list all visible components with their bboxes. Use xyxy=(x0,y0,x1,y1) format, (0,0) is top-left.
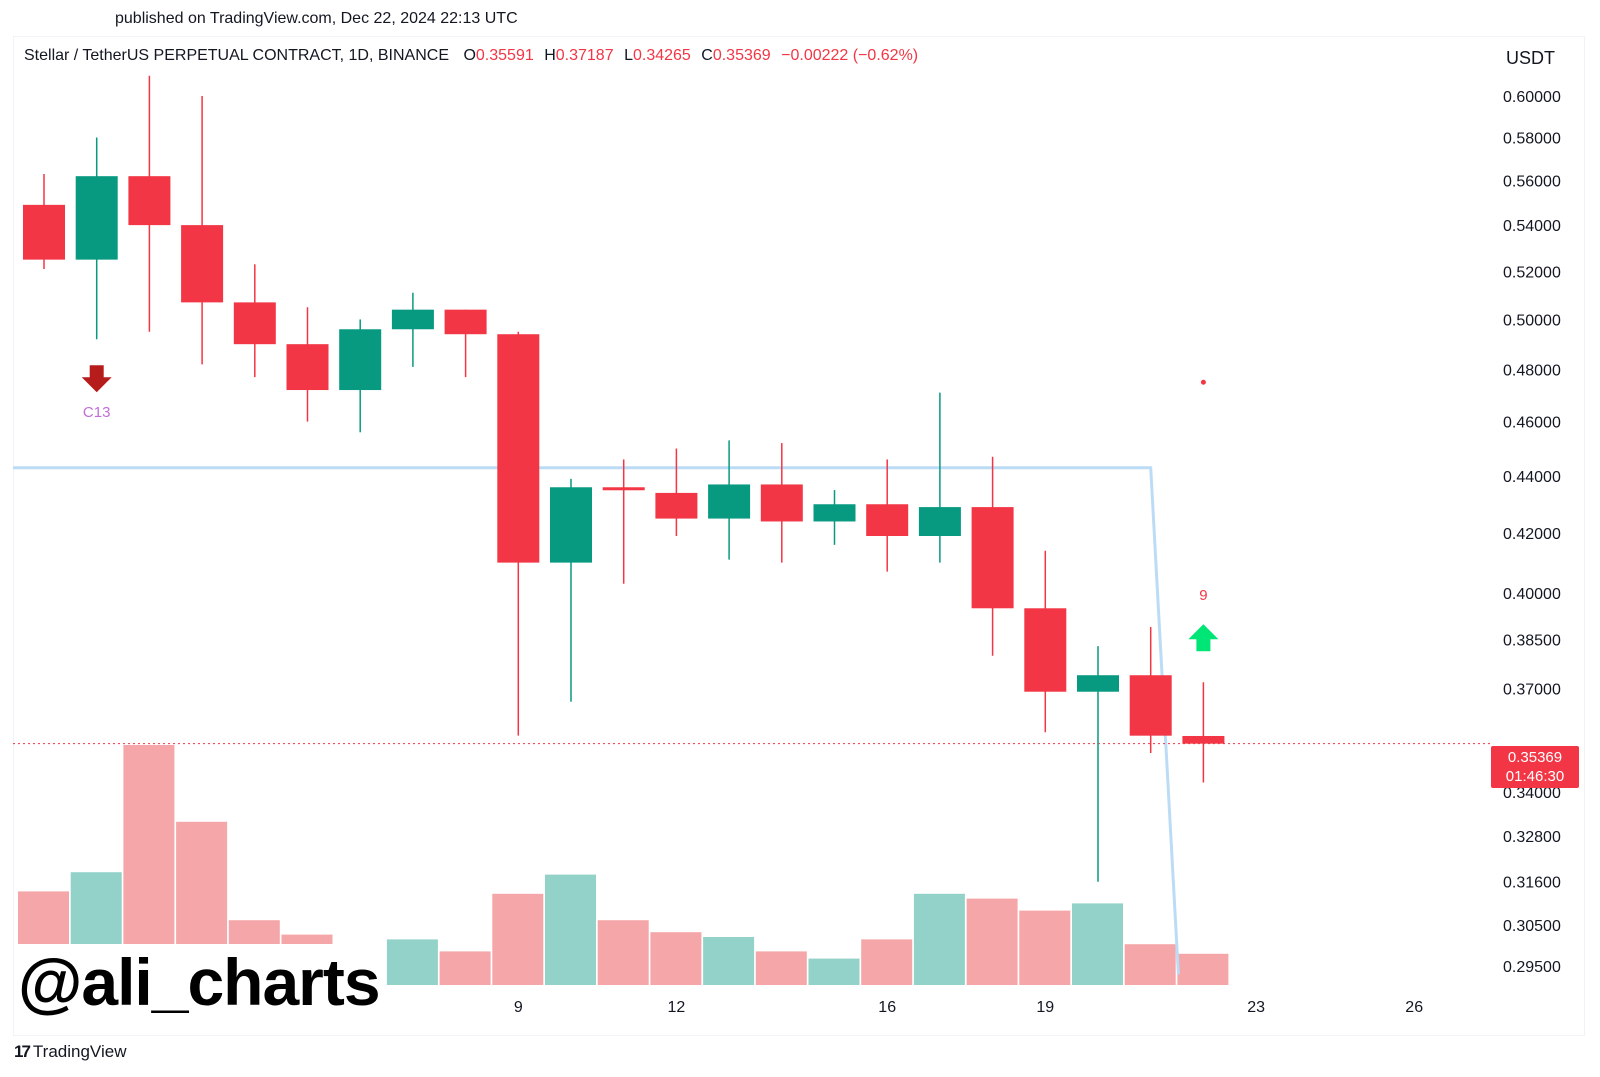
currency-label: USDT xyxy=(1506,48,1555,68)
high-value: 0.37187 xyxy=(555,47,614,64)
y-tick-label: 0.52000 xyxy=(1503,264,1561,281)
candle-body xyxy=(339,329,382,391)
candle-body xyxy=(23,204,65,260)
volume-bar xyxy=(755,951,807,985)
volume-bar xyxy=(597,920,649,985)
high-label: H xyxy=(544,47,556,64)
volume-bar xyxy=(703,937,755,985)
candle-body xyxy=(655,492,698,519)
candle-body xyxy=(497,334,540,563)
candle-body xyxy=(75,176,118,260)
candle-body xyxy=(550,487,592,563)
volume-bar xyxy=(913,893,965,985)
open-value: 0.35591 xyxy=(475,47,534,64)
y-tick-label: 0.46000 xyxy=(1503,415,1561,432)
candle-body xyxy=(128,176,171,226)
volume-bar xyxy=(808,958,860,985)
open-label: O xyxy=(463,47,476,64)
x-tick-label: 23 xyxy=(1247,999,1265,1016)
y-tick-label: 0.44000 xyxy=(1503,469,1561,486)
chart-frame xyxy=(13,36,1585,1036)
candle-body xyxy=(708,484,751,519)
y-tick-label: 0.60000 xyxy=(1503,89,1561,106)
last-price-tag: 0.35369 01:46:30 xyxy=(1491,746,1579,788)
trendline xyxy=(13,466,1180,975)
y-tick-label: 0.31600 xyxy=(1503,875,1561,892)
y-tick-label: 0.34000 xyxy=(1503,785,1561,802)
symbol-title: Stellar / TetherUS PERPETUAL CONTRACT, 1… xyxy=(24,47,449,64)
signal-down-arrow-icon xyxy=(81,365,112,393)
volume-bar xyxy=(861,939,913,985)
y-tick-label: 0.42000 xyxy=(1503,526,1561,543)
x-tick-label: 16 xyxy=(878,999,896,1016)
signal-label-count: 9 xyxy=(1199,587,1207,604)
candle-body xyxy=(1024,608,1067,692)
y-tick-label: 0.50000 xyxy=(1503,312,1561,329)
tradingview-logo: 17 TradingView xyxy=(14,1042,126,1062)
volume-bar xyxy=(386,939,438,985)
candle-body xyxy=(918,507,961,537)
volume-bar xyxy=(1019,910,1071,985)
candle-body xyxy=(813,504,856,522)
volume-bar xyxy=(1072,903,1123,985)
x-tick-label: 9 xyxy=(514,999,523,1016)
volume-bar xyxy=(439,951,491,985)
change-value: −0.00222 (−0.62%) xyxy=(781,47,919,64)
low-value: 0.34265 xyxy=(632,47,691,64)
candle-body xyxy=(1182,735,1225,744)
volume-bar xyxy=(966,898,1018,985)
x-tick-label: 19 xyxy=(1036,999,1054,1016)
y-tick-label: 0.29500 xyxy=(1503,959,1561,976)
tradingview-logo-icon: 17 xyxy=(14,1042,31,1061)
close-value: 0.35369 xyxy=(712,47,771,64)
candle-body xyxy=(233,302,276,345)
candle-body xyxy=(391,309,434,330)
y-tick-label: 0.56000 xyxy=(1503,174,1561,191)
bar-countdown: 01:46:30 xyxy=(1505,768,1565,785)
tradingview-brand-name: TradingView xyxy=(32,1042,127,1061)
y-tick-label: 0.30500 xyxy=(1503,918,1561,935)
author-watermark: @ali_charts xyxy=(18,944,386,1020)
signal-up-arrow-icon xyxy=(1188,624,1219,652)
low-label: L xyxy=(624,47,633,64)
candle-body xyxy=(1129,675,1172,736)
x-tick-label: 12 xyxy=(668,999,686,1016)
y-tick-label: 0.38500 xyxy=(1503,633,1561,650)
y-tick-label: 0.32800 xyxy=(1503,829,1561,846)
volume-bar xyxy=(650,932,702,985)
volume-bar xyxy=(1177,953,1229,985)
volume-bar xyxy=(492,893,544,985)
candle-body xyxy=(1077,675,1119,692)
candle-body xyxy=(181,225,224,303)
candle-body xyxy=(866,504,909,537)
candle-body xyxy=(286,344,329,391)
candle-body xyxy=(971,507,1014,609)
y-tick-label: 0.48000 xyxy=(1503,362,1561,379)
y-tick-label: 0.58000 xyxy=(1503,131,1561,148)
y-tick-label: 0.54000 xyxy=(1503,218,1561,235)
volume-bar xyxy=(1124,944,1176,985)
y-tick-label: 0.37000 xyxy=(1503,681,1561,698)
y-tick-label: 0.40000 xyxy=(1503,586,1561,603)
candle-body xyxy=(444,309,487,335)
candle-body xyxy=(602,487,645,491)
signal-label-c13: C13 xyxy=(83,404,111,421)
candle-body xyxy=(760,484,803,522)
volume-bar xyxy=(545,874,596,985)
last-price-value: 0.35369 xyxy=(1507,749,1563,766)
signal-dot xyxy=(1200,379,1206,385)
close-label: C xyxy=(701,47,713,64)
published-note: published on TradingView.com, Dec 22, 20… xyxy=(115,10,518,27)
x-tick-label: 26 xyxy=(1405,999,1423,1016)
chart-legend: Stellar / TetherUS PERPETUAL CONTRACT, 1… xyxy=(24,47,918,65)
